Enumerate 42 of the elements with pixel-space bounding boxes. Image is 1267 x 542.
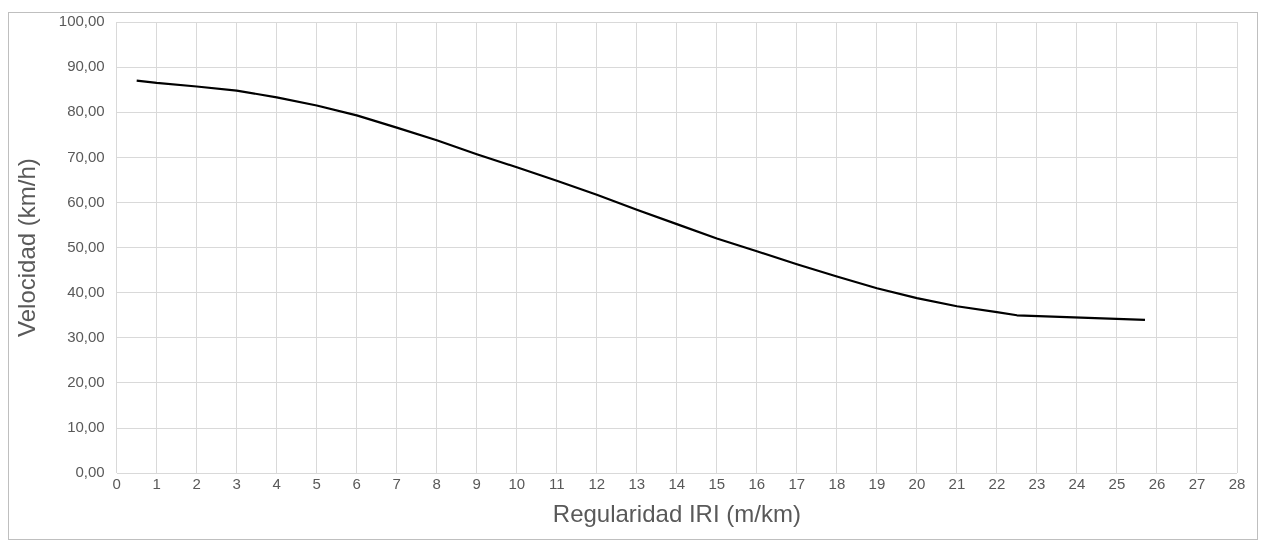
- x-tick-label: 4: [272, 475, 281, 493]
- y-tick-label: 40,00: [67, 282, 105, 300]
- x-tick-label: 9: [472, 475, 481, 493]
- y-tick-label: 30,00: [67, 327, 105, 345]
- x-tick-label: 11: [549, 475, 565, 493]
- x-tick-label: 8: [432, 475, 441, 493]
- y-tick-label: 50,00: [67, 237, 105, 255]
- y-tick-label: 10,00: [67, 418, 105, 436]
- x-tick-label: 17: [788, 475, 806, 493]
- x-tick-label: 3: [232, 475, 241, 493]
- x-tick-label: 18: [828, 475, 846, 493]
- x-tick-label: 2: [192, 475, 201, 493]
- x-tick-label: 24: [1068, 475, 1086, 493]
- x-tick-label: 1: [152, 475, 161, 493]
- y-tick-label: 70,00: [67, 147, 105, 165]
- x-tick-label: 20: [908, 475, 926, 493]
- y-tick-label: 90,00: [67, 57, 105, 75]
- x-tick-label: 21: [948, 475, 966, 493]
- x-tick-label: 19: [868, 475, 886, 493]
- x-tick-label: 14: [668, 475, 686, 493]
- x-tick-label: 12: [588, 475, 606, 493]
- y-tick-label: 0,00: [75, 463, 105, 481]
- x-tick-label: 15: [708, 475, 726, 493]
- y-tick-label: 100,00: [58, 12, 105, 30]
- x-tick-label: 27: [1188, 475, 1206, 493]
- y-tick-label: 80,00: [67, 102, 105, 120]
- y-axis-title: Velocidad (km/h): [13, 158, 41, 337]
- x-tick-label: 7: [392, 475, 401, 493]
- y-tick-label: 60,00: [67, 192, 105, 210]
- x-tick-label: 23: [1028, 475, 1046, 493]
- y-tick-label: 20,00: [67, 373, 105, 391]
- x-axis-title: Regularidad IRI (m/km): [552, 500, 801, 528]
- x-tick-label: 25: [1108, 475, 1126, 493]
- x-tick-label: 0: [112, 475, 121, 493]
- x-tick-label: 26: [1148, 475, 1166, 493]
- x-tick-label: 28: [1228, 475, 1246, 493]
- x-tick-label: 10: [508, 475, 526, 493]
- x-tick-label: 5: [312, 475, 321, 493]
- x-tick-label: 22: [988, 475, 1006, 493]
- x-tick-label: 13: [628, 475, 646, 493]
- x-tick-label: 6: [352, 475, 361, 493]
- x-tick-label: 16: [748, 475, 766, 493]
